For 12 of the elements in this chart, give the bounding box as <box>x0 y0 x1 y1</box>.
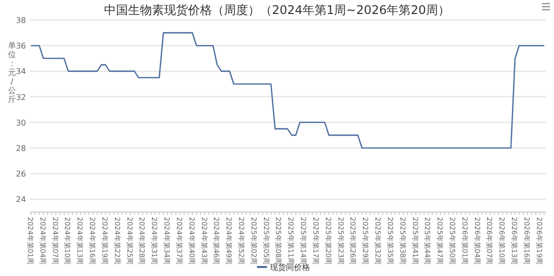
line-series <box>30 32 545 149</box>
legend-label: 现货间价格 <box>270 263 310 272</box>
y-tick-label: 32 <box>16 92 26 102</box>
y-tick-label: 34 <box>16 67 26 76</box>
y-tick-label: 28 <box>16 144 26 153</box>
y-tick-label: 38 <box>16 16 26 25</box>
y-tick-label: 24 <box>16 195 26 204</box>
chart-title: 中国生物素现货价格（周度）（2024年第1周~2026年第20周） <box>104 3 450 17</box>
y-tick-label: 26 <box>16 170 26 179</box>
y-tick-label: 30 <box>16 118 26 128</box>
y-axis-title: 单位：元/公斤 <box>8 41 16 104</box>
y-tick-label: 36 <box>16 42 26 51</box>
